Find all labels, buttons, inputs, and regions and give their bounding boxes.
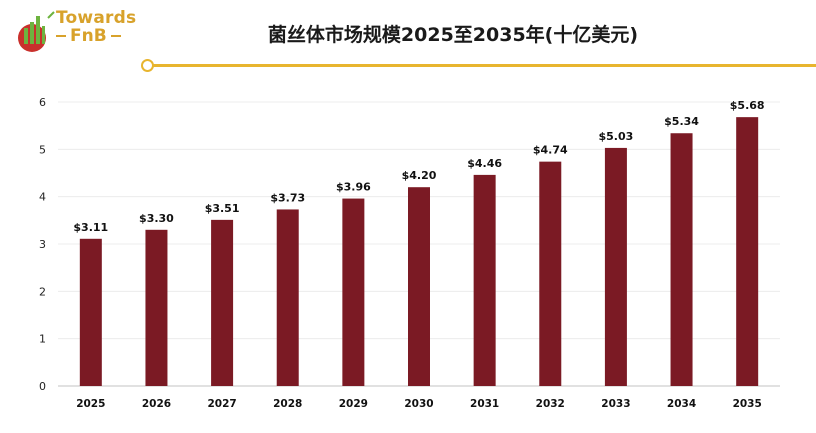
x-tick-label: 2032	[536, 398, 565, 410]
data-label: $4.74	[533, 144, 568, 157]
x-tick-label: 2027	[207, 398, 236, 410]
header-rule-dot	[141, 59, 154, 72]
brand-logo	[14, 8, 144, 56]
logo-line2-text: FnB	[70, 26, 107, 46]
logo-icon	[18, 11, 55, 52]
bar	[342, 198, 365, 386]
x-tick-label: 2033	[601, 398, 630, 410]
bar	[408, 187, 430, 386]
data-label: $3.11	[73, 221, 108, 234]
y-tick-label: 3	[39, 238, 46, 251]
data-label: $3.51	[205, 202, 240, 215]
data-label: $4.46	[467, 157, 502, 170]
data-label: $4.20	[402, 169, 437, 182]
y-tick-label: 1	[39, 333, 46, 346]
y-tick-label: 0	[39, 380, 46, 393]
x-tick-label: 2025	[76, 398, 105, 410]
logo-line2: FnB	[56, 26, 136, 46]
x-tick-label: 2034	[667, 398, 696, 410]
bar	[736, 117, 759, 386]
bar	[473, 174, 496, 386]
x-tick-label: 2030	[404, 398, 433, 410]
bar	[670, 133, 693, 386]
data-label: $3.73	[270, 191, 305, 204]
bar	[145, 229, 168, 386]
data-label: $5.68	[730, 99, 765, 112]
y-tick-label: 6	[39, 96, 46, 109]
chart-title: 菌丝体市场规模2025至2035年(十亿美元)	[267, 24, 639, 46]
data-label: $5.34	[664, 115, 699, 128]
data-label: $5.03	[599, 130, 634, 143]
x-tick-label: 2028	[273, 398, 302, 410]
data-label: $3.96	[336, 181, 371, 194]
x-tick-label: 2026	[142, 398, 171, 410]
y-tick-label: 4	[39, 191, 46, 204]
header-rule	[148, 64, 816, 67]
x-tick-label: 2035	[733, 398, 762, 410]
x-tick-label: 2029	[339, 398, 368, 410]
bar	[604, 147, 627, 386]
bar	[79, 238, 102, 386]
logo-text: Towards FnB	[56, 8, 136, 46]
logo-line1: Towards	[56, 8, 137, 28]
y-tick-label: 5	[39, 143, 46, 156]
bar	[211, 219, 234, 386]
y-tick-label: 2	[39, 285, 46, 298]
data-label: $3.30	[139, 212, 174, 225]
bar	[276, 209, 299, 386]
bar	[539, 161, 562, 386]
x-tick-label: 2031	[470, 398, 499, 410]
